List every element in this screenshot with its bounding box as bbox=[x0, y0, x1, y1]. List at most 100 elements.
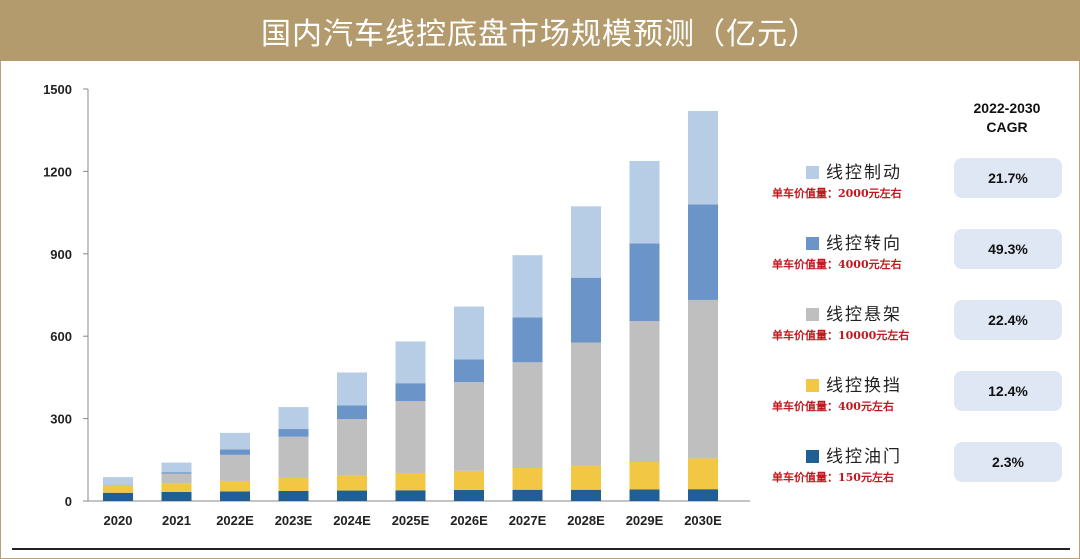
bar-segment bbox=[161, 483, 192, 492]
bar-segment bbox=[512, 489, 543, 501]
bar-segment bbox=[161, 472, 192, 474]
y-tick-label: 900 bbox=[50, 247, 72, 262]
legend-swatch-shift bbox=[806, 379, 819, 392]
x-tick-label: 2029E bbox=[626, 513, 664, 528]
x-tick-label: 2026E bbox=[450, 513, 488, 528]
cagr-value-steering: 49.3% bbox=[954, 229, 1062, 269]
bar-segment bbox=[571, 206, 601, 278]
legend-swatch-suspension bbox=[806, 308, 819, 321]
legend-price-throttle: 单车价值量：150元左右 bbox=[772, 471, 894, 484]
bar-segment bbox=[571, 489, 601, 501]
bar-segment bbox=[278, 429, 309, 437]
bar-segment bbox=[337, 490, 367, 501]
bar-segment bbox=[512, 317, 543, 363]
bar-segment bbox=[220, 491, 250, 501]
bar-segment bbox=[454, 359, 484, 383]
bar-segment bbox=[571, 277, 601, 343]
y-tick-label: 1500 bbox=[43, 82, 72, 97]
bar-segment bbox=[395, 490, 426, 501]
cagr-value-shift: 12.4% bbox=[954, 371, 1062, 411]
cagr-value-brake: 21.7% bbox=[954, 158, 1062, 198]
bar-segment bbox=[161, 462, 192, 473]
bar-segment bbox=[220, 454, 250, 481]
bar-segment bbox=[337, 475, 367, 491]
x-tick-label: 2020 bbox=[104, 513, 133, 528]
title-bar: 国内汽车线控底盘市场规模预测（亿元） bbox=[0, 0, 1080, 61]
bar-segment bbox=[337, 405, 367, 420]
legend-item-throttle: 线控油门 单车价值量：150元左右 2.3% bbox=[770, 442, 1070, 502]
bar-segment bbox=[629, 160, 660, 244]
legend-item-brake: 线控制动 单车价值量：2000元左右 21.7% bbox=[770, 158, 1070, 218]
legend-price-shift: 单车价值量：400元左右 bbox=[772, 400, 894, 413]
legend-label-throttle: 线控油门 bbox=[826, 447, 902, 467]
bar-segment bbox=[395, 341, 426, 384]
legend-swatch-steering bbox=[806, 237, 819, 250]
x-tick-label: 2028E bbox=[567, 513, 605, 528]
bar-segment bbox=[629, 321, 660, 462]
bar-segment bbox=[688, 110, 718, 205]
y-tick-label: 0 bbox=[65, 494, 72, 509]
x-tick-label: 2030E bbox=[684, 513, 722, 528]
y-tick-label: 300 bbox=[50, 412, 72, 427]
bar-segment bbox=[161, 491, 192, 501]
legend-price-steering: 单车价值量：4000元左右 bbox=[772, 258, 902, 271]
bar-segment bbox=[103, 477, 133, 485]
stacked-bar-chart: 0 300 600 900 1200 1500 2020 2021 2022E 2023E 2024… bbox=[43, 82, 750, 528]
legend-item-shift: 线控换挡 单车价值量：400元左右 12.4% bbox=[770, 371, 1070, 431]
x-tick-label: 2027E bbox=[509, 513, 547, 528]
bar-segment bbox=[220, 449, 250, 455]
legend-item-steering: 线控转向 单车价值量：4000元左右 49.3% bbox=[770, 229, 1070, 289]
bar-segment bbox=[512, 468, 543, 490]
legend-item-suspension: 线控悬架 单车价值量：10000元左右 22.4% bbox=[770, 300, 1070, 360]
bar-segment bbox=[571, 342, 601, 466]
cagr-value-suspension: 22.4% bbox=[954, 300, 1062, 340]
legend-label-shift: 线控换挡 bbox=[826, 376, 902, 396]
y-tick-label: 1200 bbox=[43, 164, 72, 179]
cagr-header: 2022-2030 CAGR bbox=[952, 99, 1062, 137]
bar-segment bbox=[454, 306, 484, 360]
bar-segment bbox=[688, 299, 718, 459]
bar-segment bbox=[278, 407, 309, 430]
bar-segment bbox=[395, 401, 426, 473]
bar-segment bbox=[629, 461, 660, 490]
legend-swatch-throttle bbox=[806, 450, 819, 463]
legend-label-steering: 线控转向 bbox=[826, 234, 902, 254]
x-tick-label: 2022E bbox=[216, 513, 254, 528]
bar-segment bbox=[395, 383, 426, 402]
bar-segment bbox=[103, 484, 133, 486]
legend-swatch-brake bbox=[806, 166, 819, 179]
bar-segment bbox=[278, 477, 309, 491]
legend-label-brake: 线控制动 bbox=[826, 163, 902, 183]
bar-segment bbox=[278, 436, 309, 478]
bar-segment bbox=[395, 472, 426, 491]
bar-segment bbox=[454, 470, 484, 491]
cagr-header-range: 2022-2030 bbox=[973, 100, 1041, 116]
bar-segment bbox=[278, 490, 309, 501]
bar-segment bbox=[512, 362, 543, 469]
bar-segment bbox=[688, 204, 718, 300]
legend-label-suspension: 线控悬架 bbox=[826, 305, 902, 325]
bar-segment bbox=[103, 485, 133, 493]
bar-segment bbox=[220, 480, 250, 492]
x-tick-label: 2021 bbox=[162, 513, 191, 528]
cagr-header-label: CAGR bbox=[986, 119, 1028, 135]
legend-price-brake: 单车价值量：2000元左右 bbox=[772, 187, 902, 200]
chart-title: 国内汽车线控底盘市场规模预测（亿元） bbox=[261, 16, 819, 52]
bar-segment bbox=[161, 473, 192, 484]
x-tick-label: 2024E bbox=[333, 513, 371, 528]
cagr-value-throttle: 2.3% bbox=[954, 442, 1062, 482]
bar-segment bbox=[571, 465, 601, 490]
bar-segment bbox=[454, 490, 484, 501]
bottom-rule bbox=[12, 548, 1070, 550]
x-tick-label: 2025E bbox=[392, 513, 430, 528]
x-tick-label: 2023E bbox=[275, 513, 313, 528]
y-tick-label: 600 bbox=[50, 329, 72, 344]
bar-segment bbox=[629, 489, 660, 501]
bar-segment bbox=[103, 492, 133, 501]
legend-price-suspension: 单车价值量：10000元左右 bbox=[772, 329, 910, 342]
bar-segment bbox=[220, 432, 250, 450]
bar-segment bbox=[688, 489, 718, 501]
bar-segment bbox=[337, 419, 367, 476]
bar-segment bbox=[512, 255, 543, 318]
bar-segment bbox=[337, 372, 367, 406]
